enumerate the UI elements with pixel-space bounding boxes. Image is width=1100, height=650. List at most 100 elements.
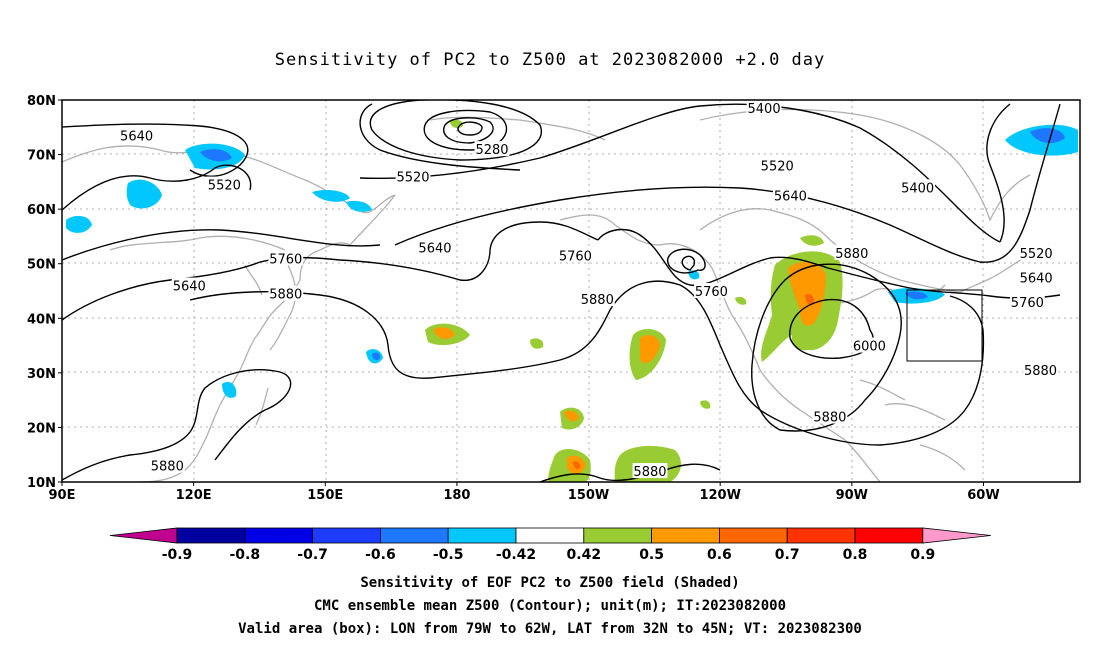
colorbar-box	[719, 527, 788, 544]
contour-label: 5880	[835, 247, 868, 262]
contour-label: 5880	[581, 293, 614, 308]
contour-label: 5640	[173, 280, 206, 295]
contour-label: 5520	[208, 179, 241, 194]
shade-blue	[905, 291, 928, 300]
lon-label: 120W	[699, 488, 740, 503]
lon-label: 150E	[307, 488, 343, 503]
colorbar-box	[583, 527, 652, 544]
map-frame	[61, 99, 1081, 483]
contour-label-bg	[417, 239, 453, 255]
contour-label-bg	[579, 291, 615, 307]
lon-label: 60W	[967, 488, 999, 503]
colorbar-box	[515, 527, 585, 544]
shade-blue	[222, 381, 237, 398]
contour-label: 5760	[559, 250, 592, 265]
lat-label: 40N	[27, 312, 56, 327]
contour-label: 5520	[761, 159, 794, 174]
lon-label: 90W	[836, 488, 868, 503]
contour-label: 5520	[1020, 247, 1053, 262]
shade-blue	[66, 215, 92, 233]
shade-orange	[788, 261, 826, 326]
contour-label-bg	[812, 408, 848, 424]
contour-label-bg	[1009, 293, 1045, 309]
contour-label-bg	[119, 127, 154, 143]
colorbar-high-triangle	[922, 527, 991, 544]
contour-label: 6000	[853, 340, 886, 355]
colorbar-box	[786, 527, 856, 544]
contour-label-bg	[1018, 269, 1054, 285]
colorbar-label: 0.7	[775, 547, 800, 563]
contour-label: 5520	[396, 170, 429, 185]
contour-label-bg	[206, 176, 242, 192]
contour-label: 5640	[418, 241, 451, 256]
valid-area-box	[906, 289, 983, 362]
contour-label-bg	[268, 285, 304, 301]
shade-orange	[433, 327, 455, 340]
contour-label-bg	[149, 457, 185, 473]
caption-line-1: Sensitivity of EOF PC2 to Z500 field (Sh…	[360, 575, 740, 591]
contour-label: 5880	[633, 465, 666, 480]
contour-label: 5640	[774, 190, 807, 205]
contour-label-bg	[1018, 244, 1054, 260]
sensitivity-shading	[66, 119, 1078, 482]
contour-labels: 5640 5520 5280 5400 5520 5640 5400 5520 5640 5760…	[119, 100, 1058, 480]
contour-label-bg	[632, 463, 668, 479]
shade-blue	[200, 149, 232, 162]
lat-label: 20N	[27, 421, 56, 436]
colorbar-label: -0.6	[365, 547, 396, 563]
colorbar-low-triangle	[109, 527, 178, 544]
contour-label: 5760	[1011, 296, 1044, 311]
colorbar-box	[176, 527, 246, 544]
contour-label-bg	[557, 247, 593, 263]
contour-label: 5400	[901, 181, 934, 196]
lon-label: 90E	[49, 488, 76, 503]
lat-label: 10N	[27, 476, 56, 491]
map-title: Sensitivity of PC2 to Z500 at 2023082000…	[274, 50, 826, 70]
caption-line-3: Valid area (box): LON from 79W to 62W, L…	[238, 621, 862, 637]
contour-label-bg	[474, 141, 510, 157]
contour-label: 5280	[475, 143, 508, 158]
shade-orange	[640, 335, 660, 364]
shade-green	[800, 235, 824, 246]
colorbar-label: -0.7	[297, 547, 328, 563]
colorbar-label: -0.42	[496, 547, 536, 563]
shade-green	[530, 338, 544, 349]
lon-axis-labels: 90E 120E 150E 180 150W 120W 90W 60W	[49, 482, 1000, 503]
colorbar-label: 0.5	[639, 547, 664, 563]
shade-blue	[312, 190, 350, 202]
lat-label: 80N	[27, 94, 56, 109]
colorbar-label: -0.5	[433, 547, 464, 563]
colorbar-box	[379, 527, 449, 544]
shade-green	[735, 296, 747, 305]
contour-label: 5880	[269, 288, 302, 303]
colorbar-box	[312, 527, 381, 544]
colorbar-label: 0.42	[567, 547, 602, 563]
contour-label: 5640	[120, 129, 153, 144]
contour-label-bg	[1023, 362, 1058, 378]
lat-label: 30N	[27, 367, 56, 382]
contour-label-bg	[834, 244, 870, 260]
colorbar-label: 0.8	[843, 547, 868, 563]
lat-label: 50N	[27, 258, 56, 273]
colorbar-label: -0.8	[229, 547, 260, 563]
shade-red	[805, 293, 815, 306]
contour-label: 5400	[748, 102, 781, 117]
shade-blue	[346, 200, 372, 212]
shade-blue	[1030, 128, 1065, 144]
contour-label-bg	[851, 337, 887, 353]
lat-label: 70N	[27, 149, 56, 164]
shade-blue	[126, 179, 162, 209]
lat-label: 60N	[27, 203, 56, 218]
colorbar-box	[651, 527, 720, 544]
colorbar-label: 0.9	[910, 547, 935, 563]
contour-label-bg	[746, 100, 782, 116]
contour-label: 5880	[813, 411, 846, 426]
contour-label: 5880	[151, 460, 184, 475]
shade-blue	[372, 352, 381, 361]
contour-label-bg	[772, 187, 808, 203]
contour-label-bg	[171, 277, 207, 293]
contour-label: 5760	[269, 252, 302, 267]
contour-label: 5640	[1020, 271, 1053, 286]
colorbar-box	[854, 527, 924, 544]
